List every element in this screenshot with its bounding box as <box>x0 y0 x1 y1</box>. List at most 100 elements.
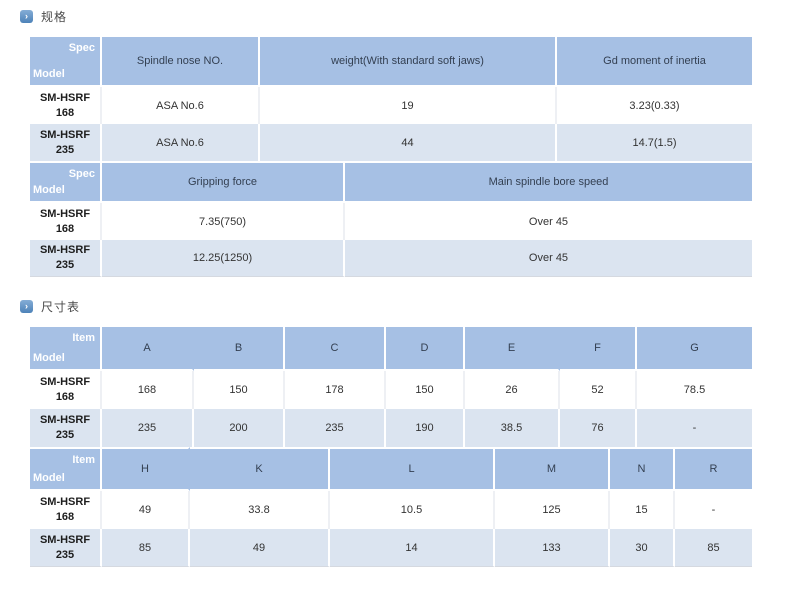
model-cell: SM-HSRF 235 <box>30 409 102 447</box>
section-spec: › 规格 Spec Model Spindle nose NO. weight(… <box>0 8 785 277</box>
section-dim-title-row: › 尺寸表 <box>20 298 785 314</box>
table-cell: 38.5 <box>465 409 560 447</box>
table-cell: 49 <box>190 529 330 567</box>
table-cell: 150 <box>386 371 465 409</box>
model-name: SM-HSRF <box>39 207 91 220</box>
table-cell: 10.5 <box>330 491 495 529</box>
column-header: E <box>465 327 560 371</box>
table-cell: ASA No.6 <box>102 87 260 124</box>
column-header: G <box>637 327 752 371</box>
column-header: Gd moment of inertia <box>557 37 752 87</box>
table-cell: Over 45 <box>345 203 752 240</box>
table-cell: Over 45 <box>345 240 752 277</box>
table-cell: ASA No.6 <box>102 124 260 161</box>
column-header: D <box>386 327 465 371</box>
table-cell: - <box>637 409 752 447</box>
table-cell: 190 <box>386 409 465 447</box>
section-dimensions: › 尺寸表 Item Model A B C D E F G SM-HSRF <box>0 298 785 567</box>
spec-table-1-header-row: Spec Model Spindle nose NO. weight(With … <box>30 37 752 87</box>
table-cell: 52 <box>560 371 637 409</box>
section-title-spec: 规格 <box>41 9 68 24</box>
model-name: SM-HSRF <box>39 91 91 104</box>
model-name: SM-HSRF <box>39 414 91 426</box>
corner-bottom-label: Model <box>33 352 65 364</box>
chevron-right-icon: › <box>20 9 33 23</box>
table-cell: 235 <box>285 409 386 447</box>
model-number: 235 <box>55 143 75 156</box>
table-cell: 15 <box>610 491 675 529</box>
table-cell: 168 <box>102 371 194 409</box>
table-cell: 14.7(1.5) <box>557 124 752 161</box>
dimension-table-1: Item Model A B C D E F G SM-HSRF 168 168… <box>30 327 752 447</box>
table-cell: 200 <box>194 409 285 447</box>
chevron-right-icon: › <box>20 299 33 313</box>
table-row: SM-HSRF 235 235 200 235 190 38.5 76 - <box>30 409 752 447</box>
table-row: SM-HSRF 168 49 33.8 10.5 125 15 - <box>30 491 752 529</box>
corner-top-label: Item <box>72 332 95 344</box>
column-header: R <box>675 447 752 491</box>
table-cell: 85 <box>102 529 190 567</box>
column-header: C <box>285 327 386 371</box>
table-cell: 178 <box>285 371 386 409</box>
corner-bottom-label: Model <box>33 68 65 80</box>
model-name: SM-HSRF <box>39 128 91 141</box>
table-row: SM-HSRF 168 168 150 178 150 26 52 78.5 <box>30 371 752 409</box>
model-cell: SM-HSRF 168 <box>30 87 102 124</box>
model-cell: SM-HSRF 168 <box>30 371 102 409</box>
model-name: SM-HSRF <box>39 533 91 546</box>
table-cell: 76 <box>560 409 637 447</box>
table-cell: 49 <box>102 491 190 529</box>
column-header: weight(With standard soft jaws) <box>260 37 557 87</box>
table-row: SM-HSRF 168 7.35(750) Over 45 <box>30 203 752 240</box>
corner-top-label: Spec <box>68 168 95 180</box>
model-number: 235 <box>55 259 75 271</box>
corner-top-label: Item <box>72 454 95 466</box>
spec-table-2: Spec Model Gripping force Main spindle b… <box>30 161 752 277</box>
model-number: 168 <box>55 391 75 403</box>
section-spec-title-row: › 规格 <box>20 8 785 24</box>
corner-bottom-label: Model <box>33 184 65 196</box>
column-header: M <box>495 447 610 491</box>
model-cell: SM-HSRF 168 <box>30 203 102 240</box>
column-header: L <box>330 447 495 491</box>
table-cell: 85 <box>675 529 752 567</box>
corner-header-cell: Item Model <box>30 327 102 371</box>
model-cell: SM-HSRF 235 <box>30 240 102 277</box>
model-name: SM-HSRF <box>39 496 91 508</box>
table-cell: 33.8 <box>190 491 330 529</box>
table-row: SM-HSRF 235 ASA No.6 44 14.7(1.5) <box>30 124 752 161</box>
model-cell: SM-HSRF 235 <box>30 529 102 567</box>
section-title-dimensions: 尺寸表 <box>41 299 81 314</box>
column-header: B <box>194 327 285 371</box>
table-cell: 7.35(750) <box>102 203 345 240</box>
model-number: 235 <box>55 429 75 441</box>
table-cell: 19 <box>260 87 557 124</box>
column-header: F <box>560 327 637 371</box>
corner-header-cell: Spec Model <box>30 161 102 203</box>
table-cell: 235 <box>102 409 194 447</box>
table-row: SM-HSRF 168 ASA No.6 19 3.23(0.33) <box>30 87 752 124</box>
column-header: H <box>102 447 190 491</box>
table-cell: 26 <box>465 371 560 409</box>
corner-bottom-label: Model <box>33 472 65 484</box>
column-header: A <box>102 327 194 371</box>
model-cell: SM-HSRF 235 <box>30 124 102 161</box>
model-number: 235 <box>55 548 75 561</box>
model-name: SM-HSRF <box>39 376 91 388</box>
table-cell: 150 <box>194 371 285 409</box>
corner-top-label: Spec <box>68 42 95 54</box>
column-header: N <box>610 447 675 491</box>
column-header: Spindle nose NO. <box>102 37 260 87</box>
table-row: SM-HSRF 235 12.25(1250) Over 45 <box>30 240 752 277</box>
dim-table-1-header-row: Item Model A B C D E F G <box>30 327 752 371</box>
table-cell: 12.25(1250) <box>102 240 345 277</box>
table-cell: - <box>675 491 752 529</box>
dim-table-2-header-row: Item Model H K L M N R <box>30 447 752 491</box>
corner-header-cell: Item Model <box>30 447 102 491</box>
corner-header-cell: Spec Model <box>30 37 102 87</box>
table-cell: 30 <box>610 529 675 567</box>
table-cell: 78.5 <box>637 371 752 409</box>
table-cell: 3.23(0.33) <box>557 87 752 124</box>
table-cell: 44 <box>260 124 557 161</box>
